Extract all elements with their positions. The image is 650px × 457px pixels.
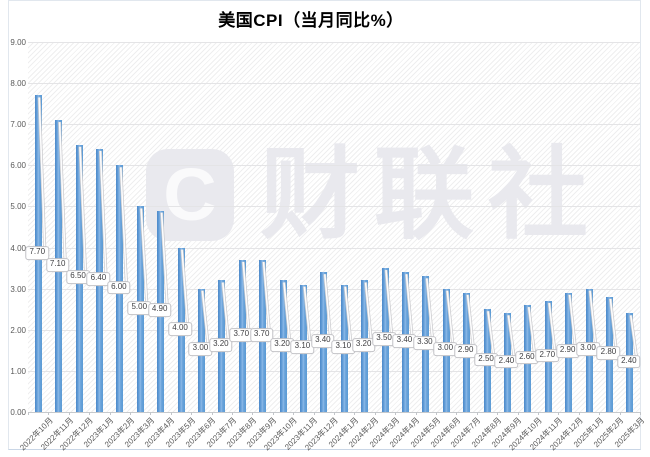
y-axis-tick-label: 0.00 [10, 408, 26, 417]
chart-title: 美国CPI（当月同比%） [218, 11, 404, 30]
data-label: 2.70 [535, 348, 560, 363]
x-axis-tick [232, 412, 233, 415]
y-axis-tick-label: 3.00 [10, 284, 26, 294]
data-label: 3.40 [311, 334, 335, 349]
x-axis-tick [538, 412, 539, 415]
data-label: 2.40 [617, 354, 641, 369]
x-axis-tick [150, 412, 152, 415]
data-label: 6.00 [107, 280, 131, 295]
x-axis-tick [354, 412, 356, 415]
x-axis-tick [89, 412, 91, 415]
x-axis-tick [68, 412, 70, 415]
data-label: 3.20 [209, 338, 233, 353]
data-label: 2.90 [555, 344, 580, 359]
y-axis-tick-label: 4.00 [10, 243, 26, 253]
data-label: 3.70 [229, 328, 254, 342]
x-axis-tick [48, 412, 50, 415]
x-axis-tick [272, 412, 274, 415]
data-label: 6.40 [86, 272, 111, 287]
x-axis-tick [436, 412, 437, 415]
data-label: 2.90 [453, 344, 478, 359]
x-axis-tick [313, 412, 315, 415]
x-axis-tick [619, 412, 621, 415]
y-axis-tick-label: 6.00 [10, 161, 26, 171]
data-label: 7.70 [25, 245, 50, 260]
x-axis-tick [456, 412, 458, 415]
x-axis-tick [170, 412, 172, 415]
x-axis-tick [497, 412, 499, 415]
data-label: 3.10 [290, 340, 315, 355]
data-label: 3.10 [331, 340, 356, 355]
x-axis-tick [191, 412, 193, 415]
x-axis-tick [252, 412, 254, 415]
x-axis-tick [476, 412, 478, 415]
watermark-brand-text: 财联社 [260, 139, 602, 251]
chart-frame [8, 0, 641, 450]
y-axis-tick-label: 5.00 [10, 202, 26, 212]
data-label: 4.90 [147, 303, 172, 318]
x-axis-tick [374, 412, 376, 415]
x-axis-tick [28, 412, 29, 415]
x-axis-tick [558, 412, 560, 415]
y-axis-tick-label: 2.00 [10, 325, 26, 335]
x-axis-tick [599, 412, 601, 415]
data-label: 2.80 [596, 346, 621, 361]
x-axis-tick [395, 412, 397, 415]
x-axis-tick [211, 412, 213, 415]
x-axis-tick [640, 412, 641, 415]
y-axis-tick-label: 9.00 [10, 38, 26, 47]
x-axis-tick [578, 412, 580, 415]
data-label: 4.00 [168, 321, 192, 336]
x-axis-tick [334, 412, 335, 415]
y-axis-tick-label: 8.00 [10, 79, 26, 89]
x-axis-tick [517, 412, 519, 415]
data-label: 3.70 [249, 328, 274, 342]
data-label: 3.50 [372, 332, 396, 346]
x-axis-tick [130, 412, 131, 415]
x-axis-tick [415, 412, 417, 415]
data-label: 3.40 [392, 334, 417, 349]
x-axis-tick [109, 412, 111, 415]
y-axis-tick-label: 1.00 [10, 366, 26, 376]
y-axis-tick-label: 7.00 [10, 120, 26, 130]
data-label: 7.10 [45, 258, 70, 272]
data-label: 2.50 [474, 352, 498, 367]
x-axis-tick [293, 412, 295, 415]
data-label: 3.00 [433, 342, 458, 357]
